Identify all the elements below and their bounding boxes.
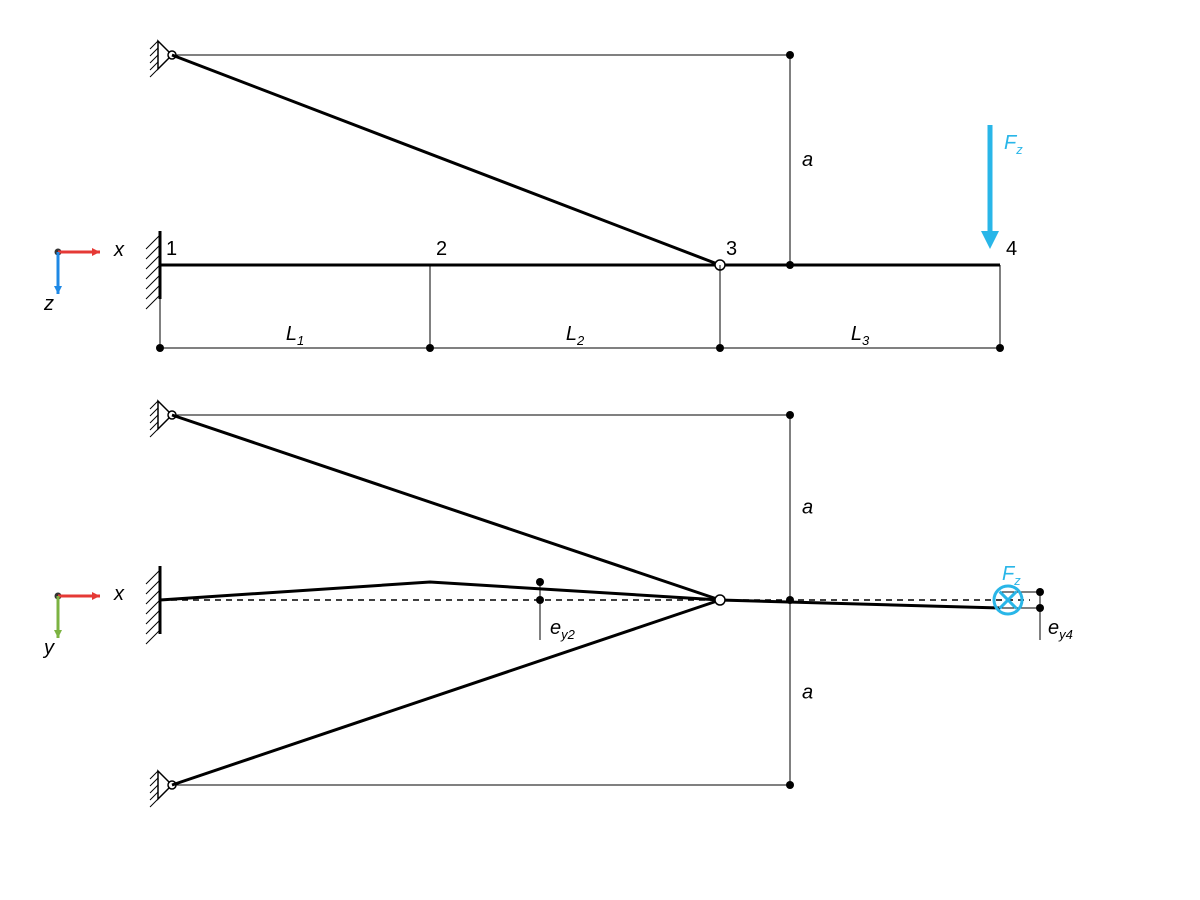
svg-text:a: a (802, 497, 813, 519)
dim-a-top: a (802, 149, 813, 171)
axis-z-top: z (43, 293, 54, 315)
force-label-Fz: Fz (1004, 132, 1023, 157)
brace-top (172, 55, 720, 265)
brace-lower (172, 600, 720, 785)
dim-ey4: ey4 (1048, 617, 1073, 642)
axis-x-bot: x (113, 583, 125, 605)
axis-x-top: x (113, 239, 125, 261)
dim-L3: L3 (851, 323, 870, 348)
brace-upper (172, 415, 720, 600)
dim-ey2: ey2 (550, 617, 576, 642)
node-label-3: 3 (726, 238, 737, 260)
dim-L1: L1 (286, 323, 304, 348)
node-label-4: 4 (1006, 238, 1017, 260)
node-label-1: 1 (166, 238, 177, 260)
force-label-Fz-top: Fz (1002, 563, 1021, 588)
node-label-2: 2 (436, 238, 447, 260)
axis-y-bot: y (42, 637, 55, 659)
beam-deformed (160, 582, 1000, 608)
dim-L2: L2 (566, 323, 585, 348)
svg-text:a: a (802, 682, 813, 704)
